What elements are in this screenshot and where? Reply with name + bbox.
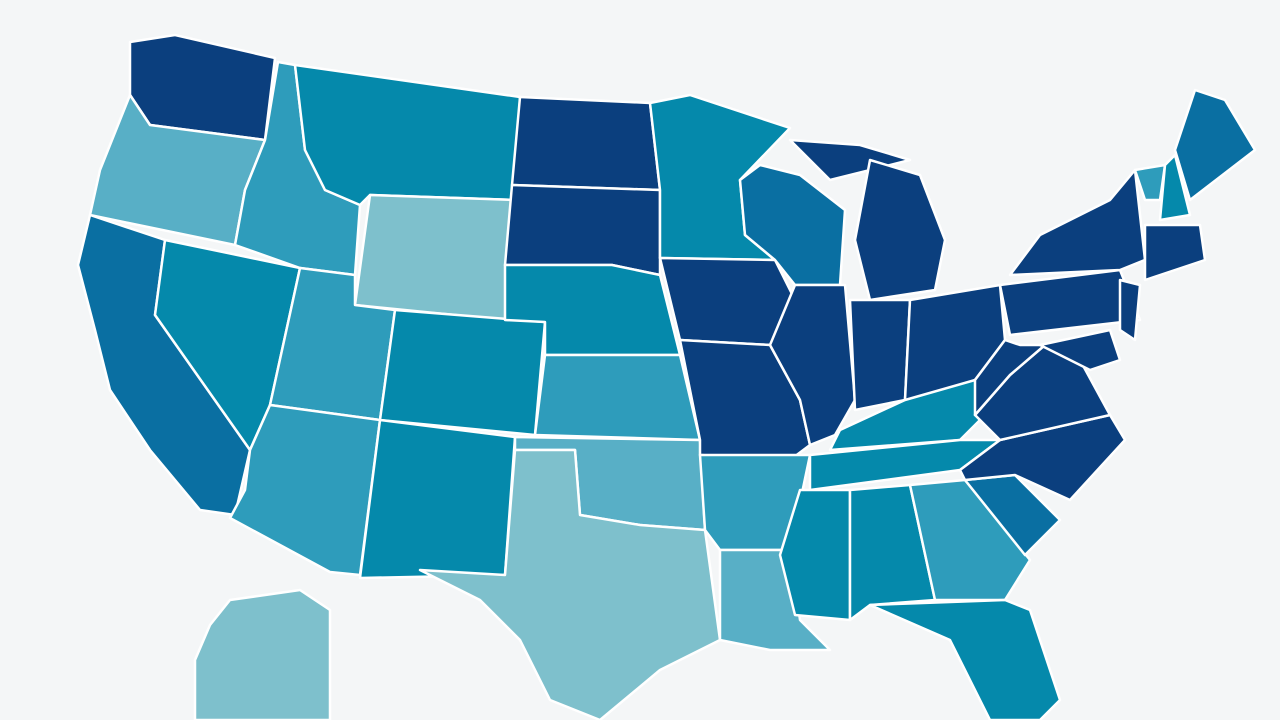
state-in: [848, 298, 912, 412]
state-tx: [418, 448, 722, 720]
state-nj: [1118, 278, 1142, 342]
state-al: [848, 483, 937, 622]
state-mi-upper: [788, 138, 912, 182]
state-pa: [998, 268, 1142, 337]
state-il: [768, 283, 857, 447]
state-ga: [908, 478, 1032, 602]
state-mi: [853, 158, 947, 302]
state-sd: [503, 183, 662, 277]
state-nd: [510, 95, 662, 192]
state-nh: [1158, 153, 1192, 222]
state-fl: [868, 598, 1062, 720]
state-md-de: [1038, 328, 1122, 372]
state-me: [1173, 88, 1257, 202]
state-ak: [193, 588, 332, 720]
state-ks: [533, 353, 702, 442]
state-co: [378, 308, 547, 437]
states: [76, 33, 1257, 720]
state-vt: [1133, 163, 1167, 202]
state-ma-ct-ri: [1143, 223, 1207, 282]
state-ms: [778, 488, 852, 622]
state-nm: [358, 418, 517, 580]
state-wy: [353, 193, 517, 322]
